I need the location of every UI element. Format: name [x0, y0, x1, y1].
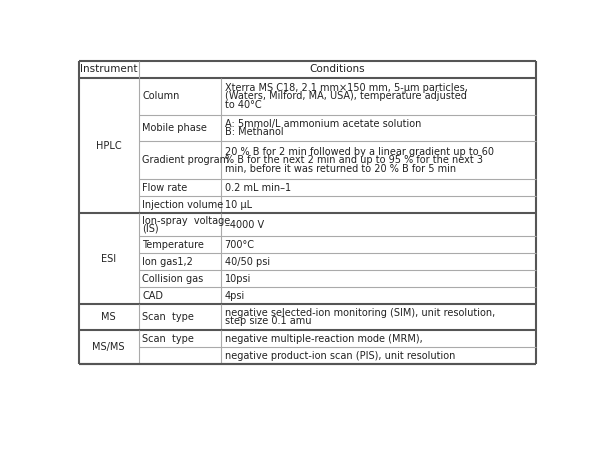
- Text: Xterra MS C18, 2.1 mm×150 mm, 5-μm particles,: Xterra MS C18, 2.1 mm×150 mm, 5-μm parti…: [224, 83, 467, 93]
- Text: Mobile phase: Mobile phase: [142, 123, 208, 133]
- Text: Collision gas: Collision gas: [142, 274, 203, 284]
- Text: HPLC: HPLC: [96, 141, 122, 151]
- Text: (IS): (IS): [142, 224, 159, 234]
- Text: 700°C: 700°C: [224, 240, 254, 250]
- Text: Ion gas1,2: Ion gas1,2: [142, 257, 193, 267]
- Text: MS: MS: [101, 312, 116, 322]
- Text: step size 0.1 amu: step size 0.1 amu: [224, 316, 311, 326]
- Text: B: Methanol: B: Methanol: [224, 127, 283, 137]
- Text: Scan  type: Scan type: [142, 312, 194, 322]
- Text: (Waters, Milford, MA, USA), temperature adjusted: (Waters, Milford, MA, USA), temperature …: [224, 91, 466, 101]
- Text: MS/MS: MS/MS: [92, 342, 125, 352]
- Text: Flow rate: Flow rate: [142, 183, 188, 193]
- Text: Temperature: Temperature: [142, 240, 204, 250]
- Text: 10 μL: 10 μL: [224, 200, 252, 210]
- Text: negative product-ion scan (PIS), unit resolution: negative product-ion scan (PIS), unit re…: [224, 351, 455, 361]
- Text: Conditions: Conditions: [310, 64, 365, 74]
- Text: 4psi: 4psi: [224, 291, 245, 301]
- Text: –4000 V: –4000 V: [224, 220, 264, 230]
- Text: Gradient program: Gradient program: [142, 155, 230, 165]
- Text: 0.2 mL min–1: 0.2 mL min–1: [224, 183, 291, 193]
- Text: Ion-spray  voltage: Ion-spray voltage: [142, 216, 230, 226]
- Text: negative multiple-reaction mode (MRM),: negative multiple-reaction mode (MRM),: [224, 334, 422, 344]
- Text: 20 % B for 2 min followed by a linear gradient up to 60: 20 % B for 2 min followed by a linear gr…: [224, 147, 494, 157]
- Text: 10psi: 10psi: [224, 274, 251, 284]
- Text: negative selected-ion monitoring (SIM), unit resolution,: negative selected-ion monitoring (SIM), …: [224, 308, 495, 318]
- Text: CAD: CAD: [142, 291, 163, 301]
- Text: A: 5mmol/L ammonium acetate solution: A: 5mmol/L ammonium acetate solution: [224, 119, 421, 129]
- Text: min, before it was returned to 20 % B for 5 min: min, before it was returned to 20 % B fo…: [224, 163, 456, 173]
- Text: 40/50 psi: 40/50 psi: [224, 257, 270, 267]
- Text: ESI: ESI: [101, 254, 116, 264]
- Text: Instrument: Instrument: [80, 64, 137, 74]
- Text: Injection volume: Injection volume: [142, 200, 224, 210]
- Text: Column: Column: [142, 91, 180, 101]
- Text: to 40°C: to 40°C: [224, 100, 261, 110]
- Text: % B for the next 2 min and up to 95 % for the next 3: % B for the next 2 min and up to 95 % fo…: [224, 155, 482, 165]
- Text: Scan  type: Scan type: [142, 334, 194, 344]
